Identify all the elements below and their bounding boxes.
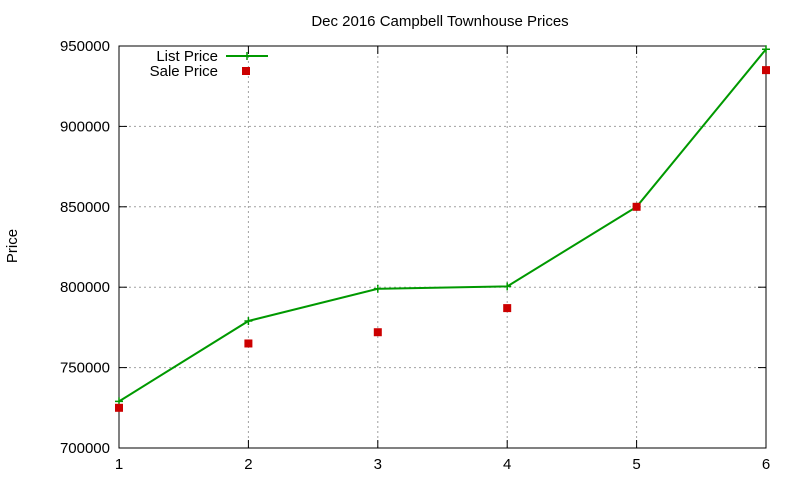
sale-price-point — [632, 202, 641, 211]
y-axis-label: Price — [4, 229, 21, 263]
list-price-point — [503, 282, 512, 291]
sale-price-point — [373, 328, 382, 337]
chart-title: Dec 2016 Campbell Townhouse Prices — [311, 13, 568, 30]
x-tick-label: 4 — [503, 456, 511, 473]
y-tick-label: 700000 — [60, 440, 110, 457]
legend-label-sale-price: Sale Price — [150, 63, 218, 80]
y-tick-label: 950000 — [60, 38, 110, 55]
list-price-point — [244, 316, 253, 325]
sale-price-point — [115, 403, 123, 412]
list-price-point — [373, 284, 382, 293]
y-tick-label: 900000 — [60, 118, 110, 135]
y-tick-label: 850000 — [60, 199, 110, 216]
grid-lines — [119, 46, 766, 448]
sale-price-point — [244, 339, 253, 348]
legend-sample-sale-price — [242, 67, 250, 75]
y-tick-label: 750000 — [60, 360, 110, 377]
list-price-point — [762, 45, 770, 54]
sale-price-point — [762, 66, 770, 75]
legend-marker-list-price — [243, 52, 251, 60]
list-price-line — [118, 48, 767, 403]
y-tick-label: 800000 — [60, 279, 110, 296]
plot-frame — [118, 45, 767, 449]
x-tick-label: 6 — [762, 456, 770, 473]
axis-ticks: 700000 750000 800000 850000 900000 950000 1 2 3 4… — [60, 38, 770, 473]
x-tick-label: 5 — [632, 456, 640, 473]
x-tick-label: 3 — [374, 456, 382, 473]
legend: List Price Sale Price — [150, 48, 268, 80]
x-tick-label: 2 — [244, 456, 252, 473]
legend-label-list-price: List Price — [156, 48, 218, 65]
data-series — [115, 45, 770, 412]
x-tick-label: 1 — [115, 456, 123, 473]
sale-price-point — [503, 304, 512, 313]
